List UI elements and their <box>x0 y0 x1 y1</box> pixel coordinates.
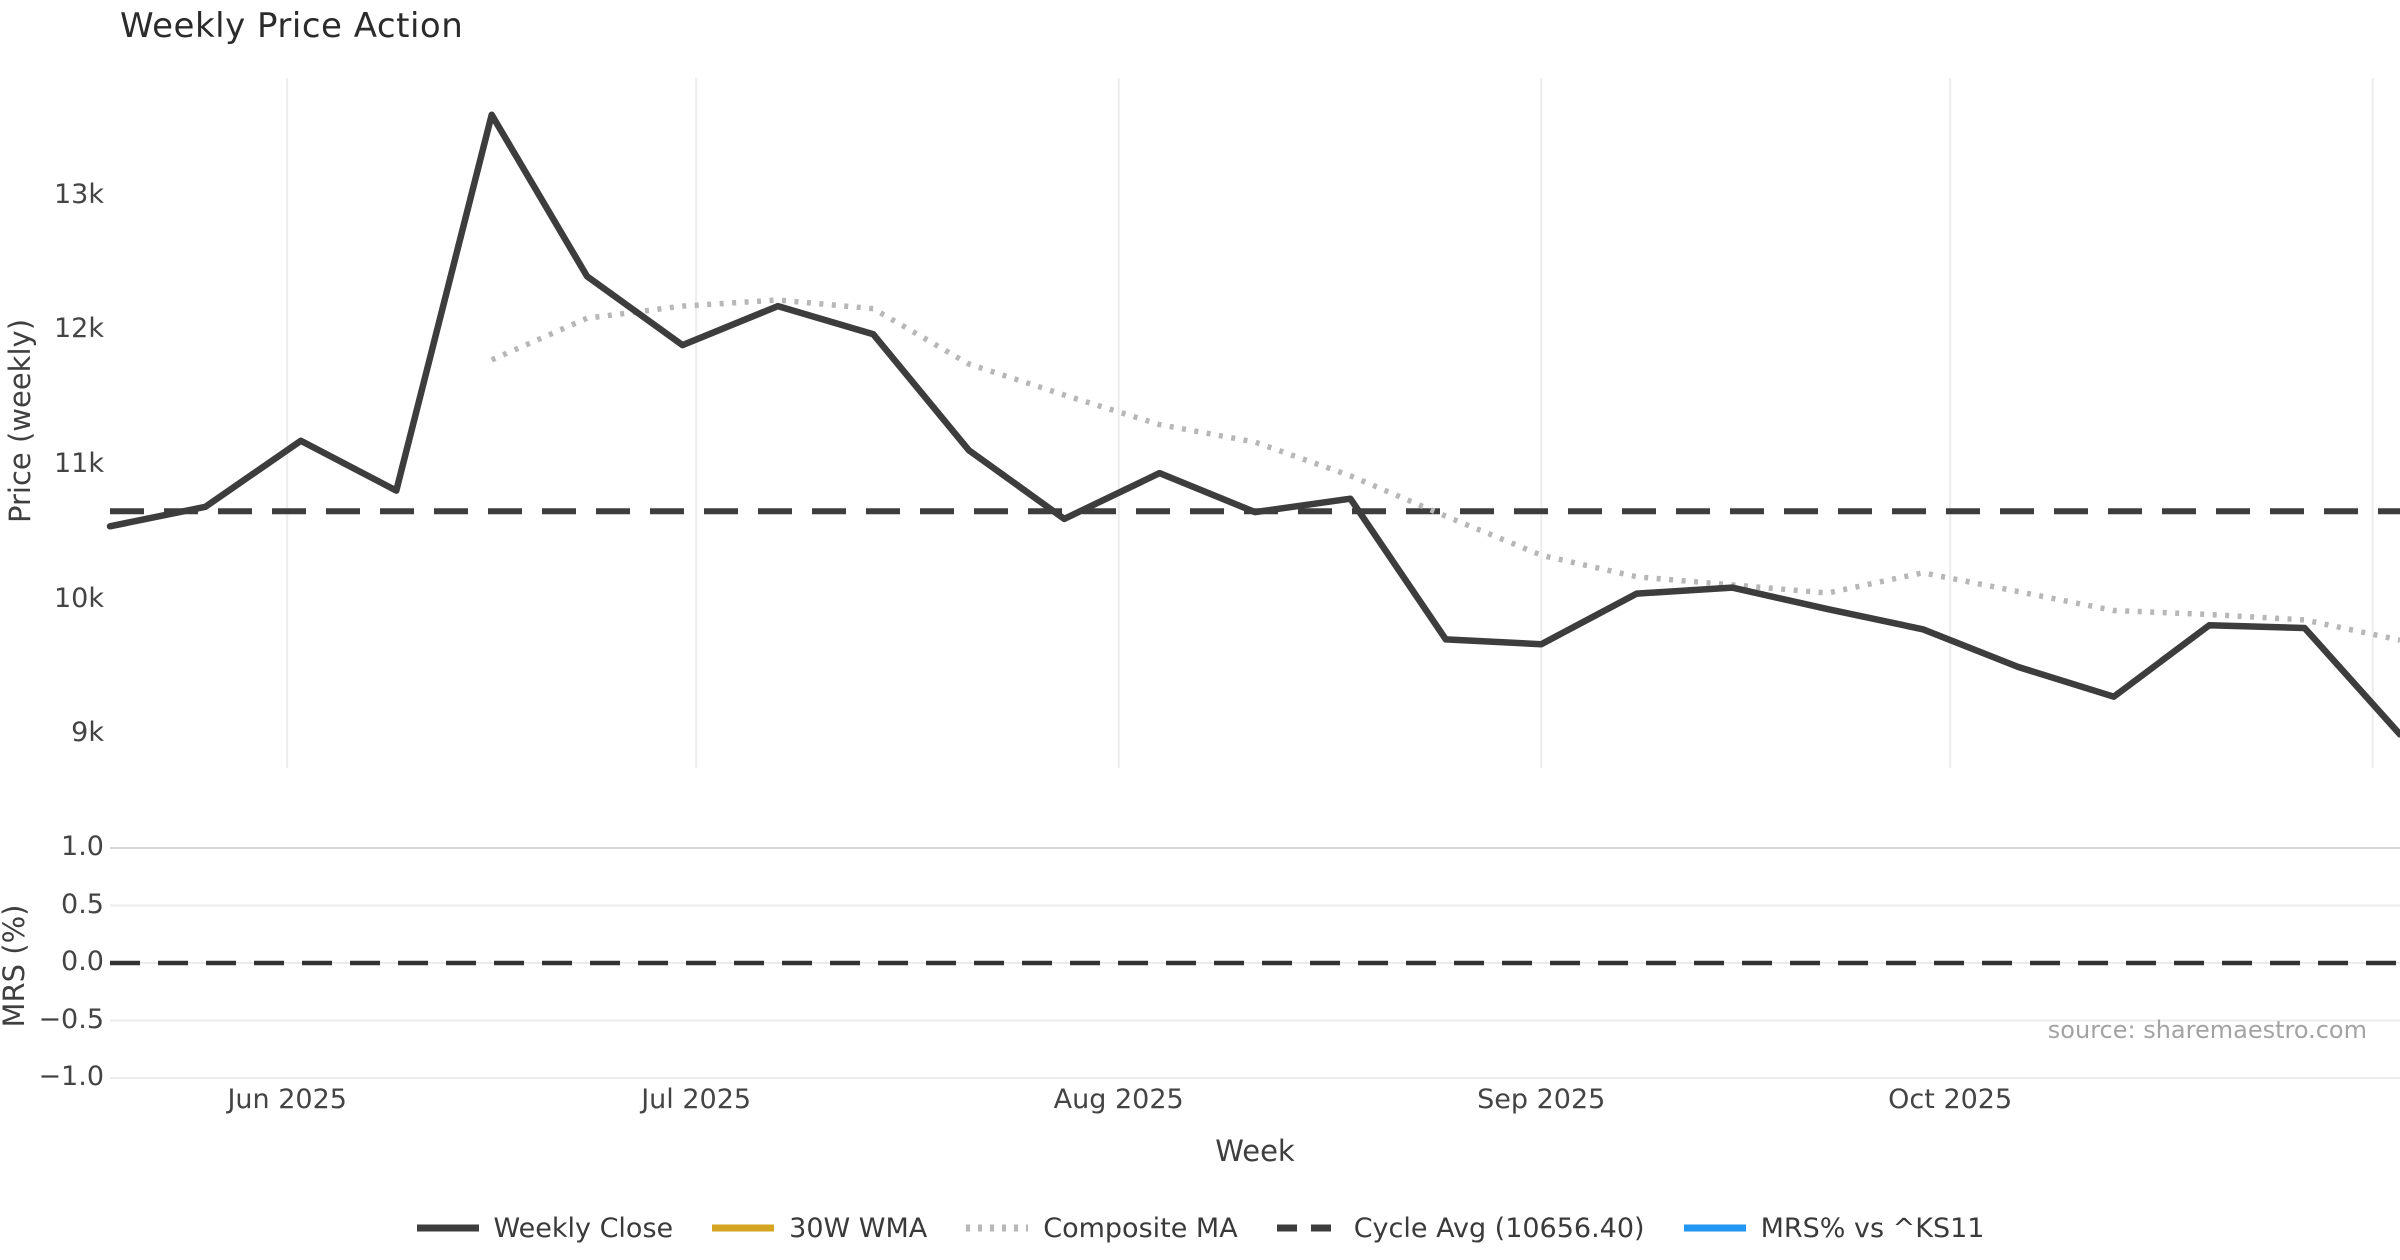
source-note: source: sharemaestro.com <box>2047 1016 2367 1044</box>
legend-label: Weekly Close <box>493 1212 674 1244</box>
price-ytick-10k: 10k <box>54 582 104 614</box>
legend: Weekly Close 30W WMA Composite MA Cycle Avg… <box>0 1204 2400 1252</box>
legend-label: Cycle Avg (10656.40) <box>1353 1212 1645 1244</box>
mrs-ytick-−1.0: −1.0 <box>38 1061 104 1092</box>
legend-label: MRS% vs ^KS11 <box>1760 1212 1985 1244</box>
legend-swatch-icon <box>1683 1224 1746 1232</box>
price-ytick-12k: 12k <box>54 313 104 345</box>
mrs-ytick-0.5: 0.5 <box>61 888 104 920</box>
composite-ma-line <box>490 297 2400 643</box>
legend-swatch-icon <box>1276 1224 1339 1232</box>
price-axis-title: Price (weekly) <box>3 318 37 523</box>
legend-label: 30W WMA <box>789 1212 928 1244</box>
chart-title: Weekly Price Action <box>120 6 464 46</box>
legend-item-composite-ma: Composite MA <box>965 1212 1238 1244</box>
weekly-close-line <box>106 111 2400 738</box>
mrs-ytick-−0.5: −0.5 <box>38 1003 104 1035</box>
legend-item-mrs-vs-ks11: MRS% vs ^KS11 <box>1683 1212 1985 1244</box>
legend-swatch-icon <box>416 1224 479 1232</box>
x-tick-Sep-2025: Sep 2025 <box>1477 1084 1606 1115</box>
price-ytick-9k: 9k <box>71 717 104 749</box>
price-ytick-13k: 13k <box>54 178 104 210</box>
price-ytick-11k: 11k <box>54 448 104 479</box>
legend-item-weekly-close: Weekly Close <box>416 1212 674 1244</box>
legend-swatch-icon <box>966 1224 1029 1232</box>
x-tick-Jun-2025: Jun 2025 <box>227 1084 347 1115</box>
legend-label: Composite MA <box>1043 1212 1238 1244</box>
legend-item-30w-wma: 30W WMA <box>711 1213 927 1244</box>
x-tick-Oct-2025: Oct 2025 <box>1888 1084 2013 1115</box>
mrs-ytick-0.0: 0.0 <box>61 946 104 977</box>
x-tick-Jul-2025: Jul 2025 <box>641 1084 752 1115</box>
legend-item-cycle-avg-10656-40-: Cycle Avg (10656.40) <box>1276 1213 1645 1244</box>
mrs-ytick-1.0: 1.0 <box>61 831 104 862</box>
x-axis-title: Week <box>1215 1134 1295 1168</box>
legend-swatch-icon <box>712 1224 775 1232</box>
x-tick-Aug-2025: Aug 2025 <box>1053 1084 1184 1115</box>
